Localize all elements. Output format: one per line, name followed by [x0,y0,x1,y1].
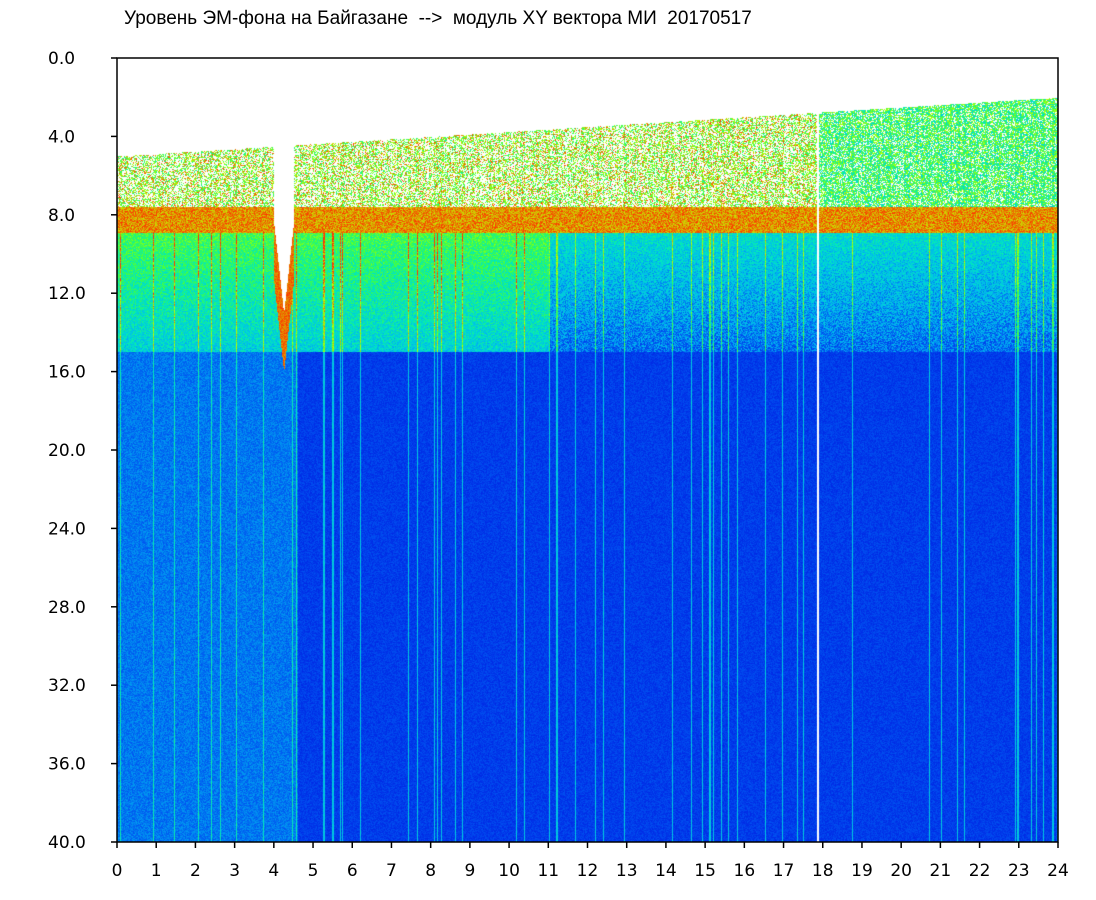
x-tick-label: 18 [812,861,834,881]
x-tick-label: 11 [537,861,559,881]
y-tick-label: 20.0 [48,441,86,461]
heatmap-layer [117,58,1058,842]
y-tick-label: 40.0 [48,833,86,853]
x-tick-label: 6 [347,861,358,881]
heatmap-image [117,58,1058,842]
y-axis: 0.0 4.0 8.0 12.0 16.0 20.0 24.0 28.0 32.0 36.0 40.… [48,49,117,853]
x-tick-label: 19 [851,861,873,881]
x-tick-label: 1 [151,861,162,881]
x-tick-label: 12 [577,861,599,881]
x-tick-label: 22 [969,861,991,881]
y-tick-label: 36.0 [48,755,86,775]
y-tick-label: 8.0 [48,206,75,226]
x-tick-label: 9 [464,861,475,881]
x-tick-label: 20 [890,861,912,881]
x-axis: 0 1 2 3 4 5 6 7 8 9 10 11 12 13 14 15 16 17 18 19 20 21 22 23 24 [112,842,1069,881]
x-tick-label: 14 [655,861,677,881]
x-tick-label: 10 [498,861,520,881]
x-tick-label: 15 [694,861,716,881]
x-tick-label: 0 [112,861,123,881]
y-tick-label: 16.0 [48,363,86,383]
y-tick-label: 12.0 [48,284,86,304]
y-tick-label: 28.0 [48,598,86,618]
x-tick-label: 5 [308,861,319,881]
y-tick-label: 4.0 [48,127,75,147]
x-tick-label: 8 [425,861,436,881]
x-tick-label: 3 [229,861,240,881]
y-tick-label: 32.0 [48,676,86,696]
x-tick-label: 2 [190,861,201,881]
x-tick-label: 16 [734,861,756,881]
x-tick-label: 13 [616,861,638,881]
chart-title: Уровень ЭМ-фона на Байгазане --> модуль … [124,8,752,29]
x-tick-label: 23 [1008,861,1030,881]
x-tick-label: 17 [773,861,795,881]
x-tick-label: 7 [386,861,397,881]
y-tick-label: 24.0 [48,519,86,539]
x-tick-label: 4 [268,861,279,881]
x-tick-label: 24 [1047,861,1069,881]
x-tick-label: 21 [930,861,952,881]
y-tick-label: 0.0 [48,49,75,69]
